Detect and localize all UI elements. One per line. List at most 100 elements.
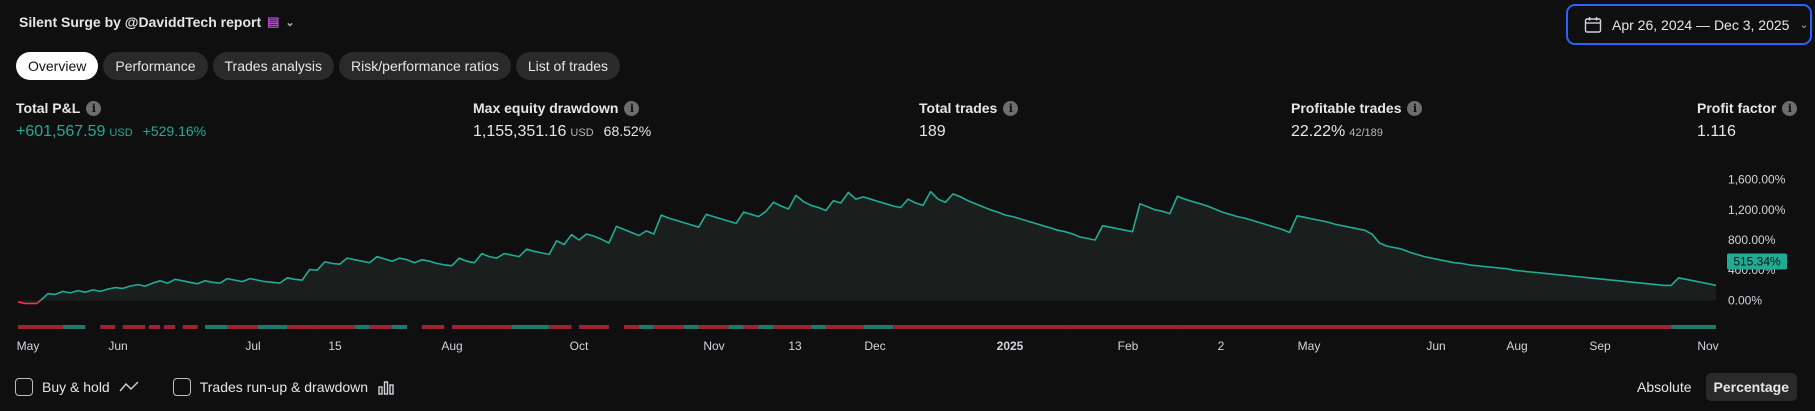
y-axis-tick: 800.00% xyxy=(1728,233,1776,247)
metric-unit: USD xyxy=(109,127,133,139)
trade-result-segment xyxy=(451,325,482,329)
metric-label: Total trades xyxy=(919,100,998,116)
trade-result-segment xyxy=(18,325,63,329)
x-axis-tick: Sep xyxy=(1589,339,1611,353)
trade-result-segment xyxy=(743,325,759,329)
metric-label: Max equity drawdown xyxy=(473,100,619,116)
x-axis-tick: Jun xyxy=(1426,339,1445,353)
trade-result-segment xyxy=(893,325,1066,329)
report-title-group[interactable]: Silent Surge by @DaviddTech report ▤ ⌄ xyxy=(19,14,295,30)
trade-result-segment xyxy=(579,325,609,329)
trade-result-segment xyxy=(1065,325,1178,329)
trade-result-segment xyxy=(758,325,774,329)
metric-value: +601,567.59 xyxy=(16,123,106,140)
tab-risk-performance-ratios[interactable]: Risk/performance ratios xyxy=(339,52,511,80)
current-value-badge xyxy=(1727,253,1787,270)
metric-label: Profitable trades xyxy=(1291,100,1402,116)
current-value-label: 515.34% xyxy=(1733,255,1781,269)
tab-list-of-trades[interactable]: List of trades xyxy=(515,52,621,80)
x-axis-tick: Feb xyxy=(1118,339,1139,353)
runup-drawdown-checkbox[interactable] xyxy=(172,378,191,396)
x-axis-tick: Nov xyxy=(703,339,724,353)
trade-result-segment xyxy=(1671,325,1716,329)
metric-value: 22.22% xyxy=(1291,123,1346,140)
info-icon[interactable]: i xyxy=(1782,100,1798,116)
tab-performance[interactable]: Performance xyxy=(103,52,208,80)
trade-result-segment xyxy=(163,325,176,329)
percentage-button[interactable]: Percentage xyxy=(1705,373,1797,401)
trade-result-segment xyxy=(549,325,572,329)
x-axis-tick: Jun xyxy=(108,339,127,353)
trade-result-segment xyxy=(369,325,392,329)
metric-profit-factor: Profit factor i 1.116 xyxy=(1697,100,1798,141)
x-axis-tick: Dec xyxy=(864,339,885,353)
trade-result-segment xyxy=(481,325,512,329)
report-tabs: Overview Performance Trades analysis Ris… xyxy=(16,52,621,80)
metric-total-pnl: Total P&L i +601,567.59 USD +529.16% xyxy=(16,100,206,141)
chart-options: Buy & hold Trades run-up & drawdown xyxy=(15,378,429,396)
trade-result-segment xyxy=(653,325,684,329)
metric-total-trades: Total trades i 189 xyxy=(919,100,1019,141)
runup-drawdown-toggle[interactable]: Trades run-up & drawdown xyxy=(172,378,395,396)
metric-sub: 42/189 xyxy=(1349,127,1383,139)
trade-result-segment xyxy=(623,325,639,329)
x-axis-tick: Jul xyxy=(245,339,260,353)
tab-trades-analysis[interactable]: Trades analysis xyxy=(212,52,335,80)
trade-result-segment xyxy=(392,325,407,329)
equity-line xyxy=(39,190,1717,302)
x-axis-tick: 2 xyxy=(1218,339,1225,353)
trade-result-segment xyxy=(1514,325,1672,329)
trade-result-segment xyxy=(825,325,864,329)
trade-result-segment xyxy=(638,325,654,329)
x-axis-tick: 2025 xyxy=(997,339,1024,353)
y-axis-tick: 1,200.00% xyxy=(1728,203,1786,217)
info-icon[interactable]: i xyxy=(86,100,102,116)
chevron-down-icon: ⌄ xyxy=(1799,19,1809,31)
trade-result-segment xyxy=(205,325,228,329)
metric-label: Total P&L xyxy=(16,100,81,116)
buy-hold-toggle[interactable]: Buy & hold xyxy=(15,378,139,396)
date-range-text: Apr 26, 2024 — Dec 3, 2025 xyxy=(1612,16,1790,33)
metric-max-drawdown: Max equity drawdown i 1,155,351.16 USD 68.5… xyxy=(473,100,651,141)
metric-percent: 68.52% xyxy=(603,123,652,139)
metric-unit: USD xyxy=(570,127,594,139)
trade-result-segment xyxy=(148,325,161,329)
buy-hold-checkbox[interactable] xyxy=(15,378,33,396)
x-axis-tick: Aug xyxy=(441,339,462,353)
x-axis-tick: 15 xyxy=(328,339,342,353)
trade-result-segment xyxy=(1177,325,1327,329)
line-chart-icon xyxy=(119,381,139,392)
x-axis-tick: Nov xyxy=(1697,339,1718,353)
equity-line-negative xyxy=(17,299,41,305)
scale-mode-toggle: Absolute Percentage xyxy=(1629,373,1797,401)
trade-result-segment xyxy=(683,325,699,329)
chevron-down-icon: ⌄ xyxy=(285,16,295,29)
info-icon[interactable]: i xyxy=(624,100,640,116)
runup-drawdown-label: Trades run-up & drawdown xyxy=(199,379,369,395)
x-axis-tick: May xyxy=(17,339,40,353)
trade-result-segment xyxy=(182,325,198,329)
info-icon[interactable]: i xyxy=(1407,100,1423,116)
buy-hold-label: Buy & hold xyxy=(42,379,110,395)
trade-result-segment xyxy=(698,325,729,329)
date-range-button[interactable]: Apr 26, 2024 — Dec 3, 2025 ⌄ xyxy=(1566,4,1812,45)
trade-result-segment xyxy=(227,325,258,329)
tab-overview[interactable]: Overview xyxy=(16,52,99,80)
trade-result-segment xyxy=(62,325,86,329)
y-axis-tick: 0.00% xyxy=(1728,293,1762,307)
trade-result-segment xyxy=(257,325,288,329)
metric-profitable-trades: Profitable trades i 22.22% 42/189 xyxy=(1291,100,1423,141)
trade-result-segment xyxy=(863,325,894,329)
trade-result-segment xyxy=(511,325,550,329)
trade-result-segment xyxy=(810,325,826,329)
metric-percent: +529.16% xyxy=(142,123,207,139)
calendar-icon xyxy=(1584,16,1602,33)
equity-chart[interactable]: 1,600.00%1,200.00%800.00%400.00%0.00%515… xyxy=(0,160,1815,360)
x-axis-tick: 13 xyxy=(788,339,802,353)
trade-result-segment xyxy=(773,325,811,329)
trade-result-segment xyxy=(728,325,744,329)
y-axis-tick: 1,600.00% xyxy=(1728,173,1786,187)
trade-result-segment xyxy=(287,325,318,329)
absolute-button[interactable]: Absolute xyxy=(1637,379,1692,395)
info-icon[interactable]: i xyxy=(1003,100,1019,116)
